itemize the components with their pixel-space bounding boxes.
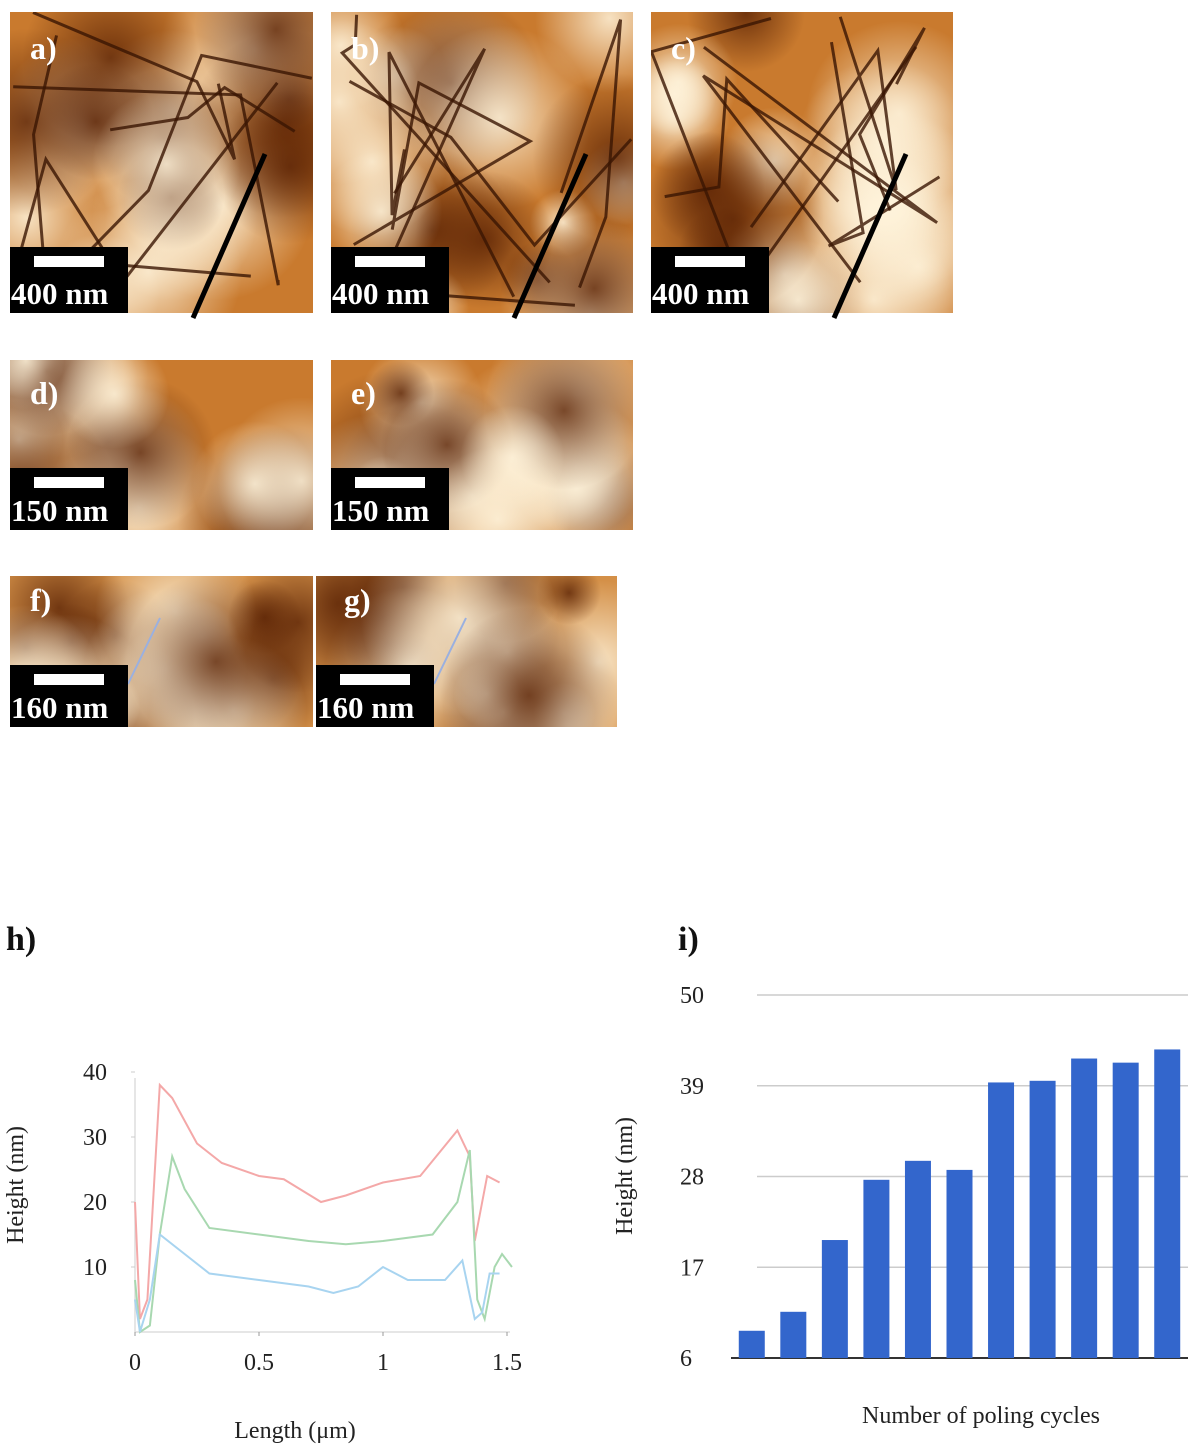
grain-boundary	[651, 17, 918, 293]
x-axis-label: Number of poling cycles	[862, 1403, 1100, 1429]
bar	[1029, 1080, 1056, 1358]
scale-label: 150 nm	[332, 493, 429, 528]
profile-line	[190, 152, 268, 320]
y-tick-label: 40	[83, 1060, 107, 1086]
profile-line	[511, 152, 589, 320]
y-tick-label: 17	[680, 1255, 704, 1281]
x-tick-label: 1.5	[492, 1350, 522, 1376]
profile-line	[433, 617, 467, 685]
x-tick-label: 0	[129, 1350, 141, 1376]
afm-texture	[316, 576, 617, 727]
afm-blob	[126, 576, 306, 727]
grain-boundary	[827, 41, 941, 248]
x-tick-label: 1	[377, 1350, 389, 1376]
panel-label: c)	[671, 30, 696, 66]
panel-label: b)	[351, 30, 379, 66]
scale-label: 400 nm	[332, 276, 429, 311]
afm-image: 400 nm a)	[10, 12, 313, 320]
grain-boundary	[50, 53, 313, 291]
x-axis-label: Length (μm)	[234, 1418, 356, 1444]
scale-bar	[34, 256, 104, 267]
afm-texture	[10, 360, 313, 530]
grain-boundary	[387, 51, 516, 298]
y-tick-label: 39	[680, 1074, 704, 1100]
scale-bar	[675, 256, 745, 267]
grain-boundary	[352, 80, 534, 246]
bar	[738, 1330, 765, 1358]
scale-bar	[355, 256, 425, 267]
afm-image: 160 nm f)	[10, 576, 313, 727]
grain-boundary	[749, 16, 898, 229]
afm-blob	[460, 405, 565, 510]
profile-line	[127, 617, 161, 685]
bar	[1154, 1049, 1181, 1358]
y-tick-label: 50	[680, 983, 704, 1009]
grain-boundary	[374, 47, 576, 307]
afm-image: 160 nm g)	[316, 576, 617, 727]
afm-texture	[331, 360, 633, 530]
scale-label: 400 nm	[652, 276, 749, 311]
bar	[1071, 1058, 1098, 1358]
bar	[780, 1311, 807, 1358]
y-tick-label: 20	[83, 1190, 107, 1216]
y-axis-label: Height (nm)	[3, 1126, 29, 1244]
scale-bar	[355, 477, 425, 488]
scale-bar	[34, 674, 104, 685]
panel-label: e)	[351, 375, 376, 411]
panel-label: g)	[344, 582, 371, 618]
grain-boundary	[348, 79, 633, 248]
chart-title: i)	[678, 921, 699, 958]
scale-bar	[34, 477, 104, 488]
bar	[988, 1082, 1015, 1358]
scale-label: 160 nm	[317, 690, 414, 725]
y-axis-label: Height (nm)	[612, 1117, 638, 1235]
chart-title: h)	[6, 921, 36, 958]
x-tick-label: 0.5	[244, 1350, 274, 1376]
grain-boundary	[559, 19, 623, 289]
grain-boundary	[857, 27, 926, 212]
y-tick-label: 10	[83, 1255, 107, 1281]
panel-label: f)	[30, 582, 51, 618]
panel-label: a)	[30, 30, 57, 66]
afm-blob	[331, 19, 422, 185]
scale-label: 160 nm	[11, 690, 108, 725]
afm-blob	[217, 397, 313, 530]
grain-boundary	[702, 45, 938, 284]
profile-line	[831, 152, 909, 320]
y-tick-label: 30	[83, 1125, 107, 1151]
afm-image: 400 nm b)	[331, 12, 633, 320]
bar	[863, 1179, 890, 1358]
y-tick-label: 28	[680, 1165, 704, 1191]
afm-blob	[10, 360, 65, 400]
afm-image: 400 nm c)	[651, 12, 953, 320]
grain-boundary	[13, 85, 280, 286]
afm-texture	[331, 12, 633, 313]
afm-blob	[806, 20, 953, 207]
scale-label: 400 nm	[11, 276, 108, 311]
grain-boundary	[32, 35, 251, 278]
grain-boundary	[664, 75, 840, 203]
line-series	[134, 1082, 501, 1320]
afm-image: 150 nm e)	[331, 360, 633, 530]
grain-boundary	[339, 14, 551, 284]
y-tick-label: 6	[680, 1346, 692, 1372]
line-series	[134, 1149, 513, 1334]
bar	[821, 1240, 848, 1358]
afm-texture	[651, 12, 953, 313]
afm-blob	[92, 89, 241, 239]
grain-boundary	[32, 12, 237, 160]
scale-label: 150 nm	[11, 493, 108, 528]
bar	[1112, 1062, 1139, 1358]
bar	[904, 1160, 931, 1358]
afm-image: 150 nm d)	[10, 360, 313, 530]
panel-label: d)	[30, 375, 58, 411]
bar	[946, 1169, 973, 1358]
afm-blob	[440, 606, 617, 727]
scale-bar	[340, 674, 410, 685]
grain-boundary	[10, 81, 279, 288]
line-series	[134, 1232, 500, 1333]
